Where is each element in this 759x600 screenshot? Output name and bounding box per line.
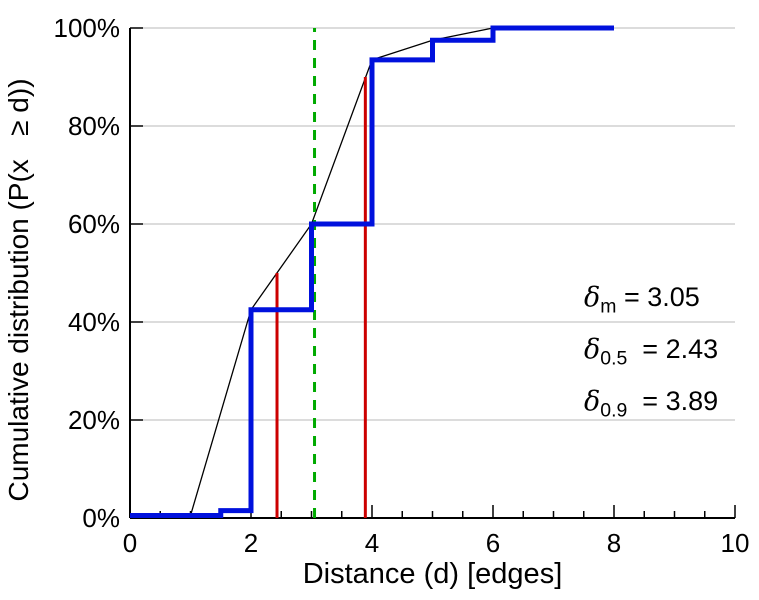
delta-symbol: δ: [584, 282, 601, 313]
y-tick-label: 60%: [68, 209, 120, 239]
delta-subscript: 0.5: [600, 347, 628, 370]
annotation-value: = 3.89: [627, 386, 719, 416]
y-tick-label: 0%: [82, 503, 120, 533]
annotation-delta-mean: δm = 3.05: [584, 282, 700, 316]
x-tick-label: 0: [123, 528, 137, 558]
delta-subscript: 0.9: [600, 399, 628, 422]
x-tick-label: 6: [486, 528, 500, 558]
delta-subscript: m: [600, 295, 617, 318]
series-empirical-cdf-step: [130, 25, 614, 519]
y-tick-label: 20%: [68, 405, 120, 435]
delta-symbol: δ: [584, 334, 601, 365]
y-axis-label: Cumulative distribution (P(x ≥ d)): [3, 78, 34, 502]
x-tick-label: 10: [721, 528, 750, 558]
x-tick-label: 8: [607, 528, 621, 558]
annotation-delta-p90: δ0.9 = 3.89: [584, 386, 719, 420]
y-tick-label: 40%: [68, 307, 120, 337]
y-tick-label: 80%: [68, 111, 120, 141]
x-tick-label: 4: [365, 528, 379, 558]
annotation-value: = 2.43: [627, 334, 719, 364]
annotation-value: = 3.05: [616, 282, 700, 312]
delta-symbol: δ: [584, 386, 601, 417]
y-tick-label: 100%: [54, 13, 121, 43]
annotation-delta-median: δ0.5 = 2.43: [584, 334, 719, 368]
series-interpolated-cdf: [189, 27, 494, 516]
x-tick-label: 2: [244, 528, 258, 558]
x-axis-label: Distance (d) [edges]: [302, 558, 563, 590]
